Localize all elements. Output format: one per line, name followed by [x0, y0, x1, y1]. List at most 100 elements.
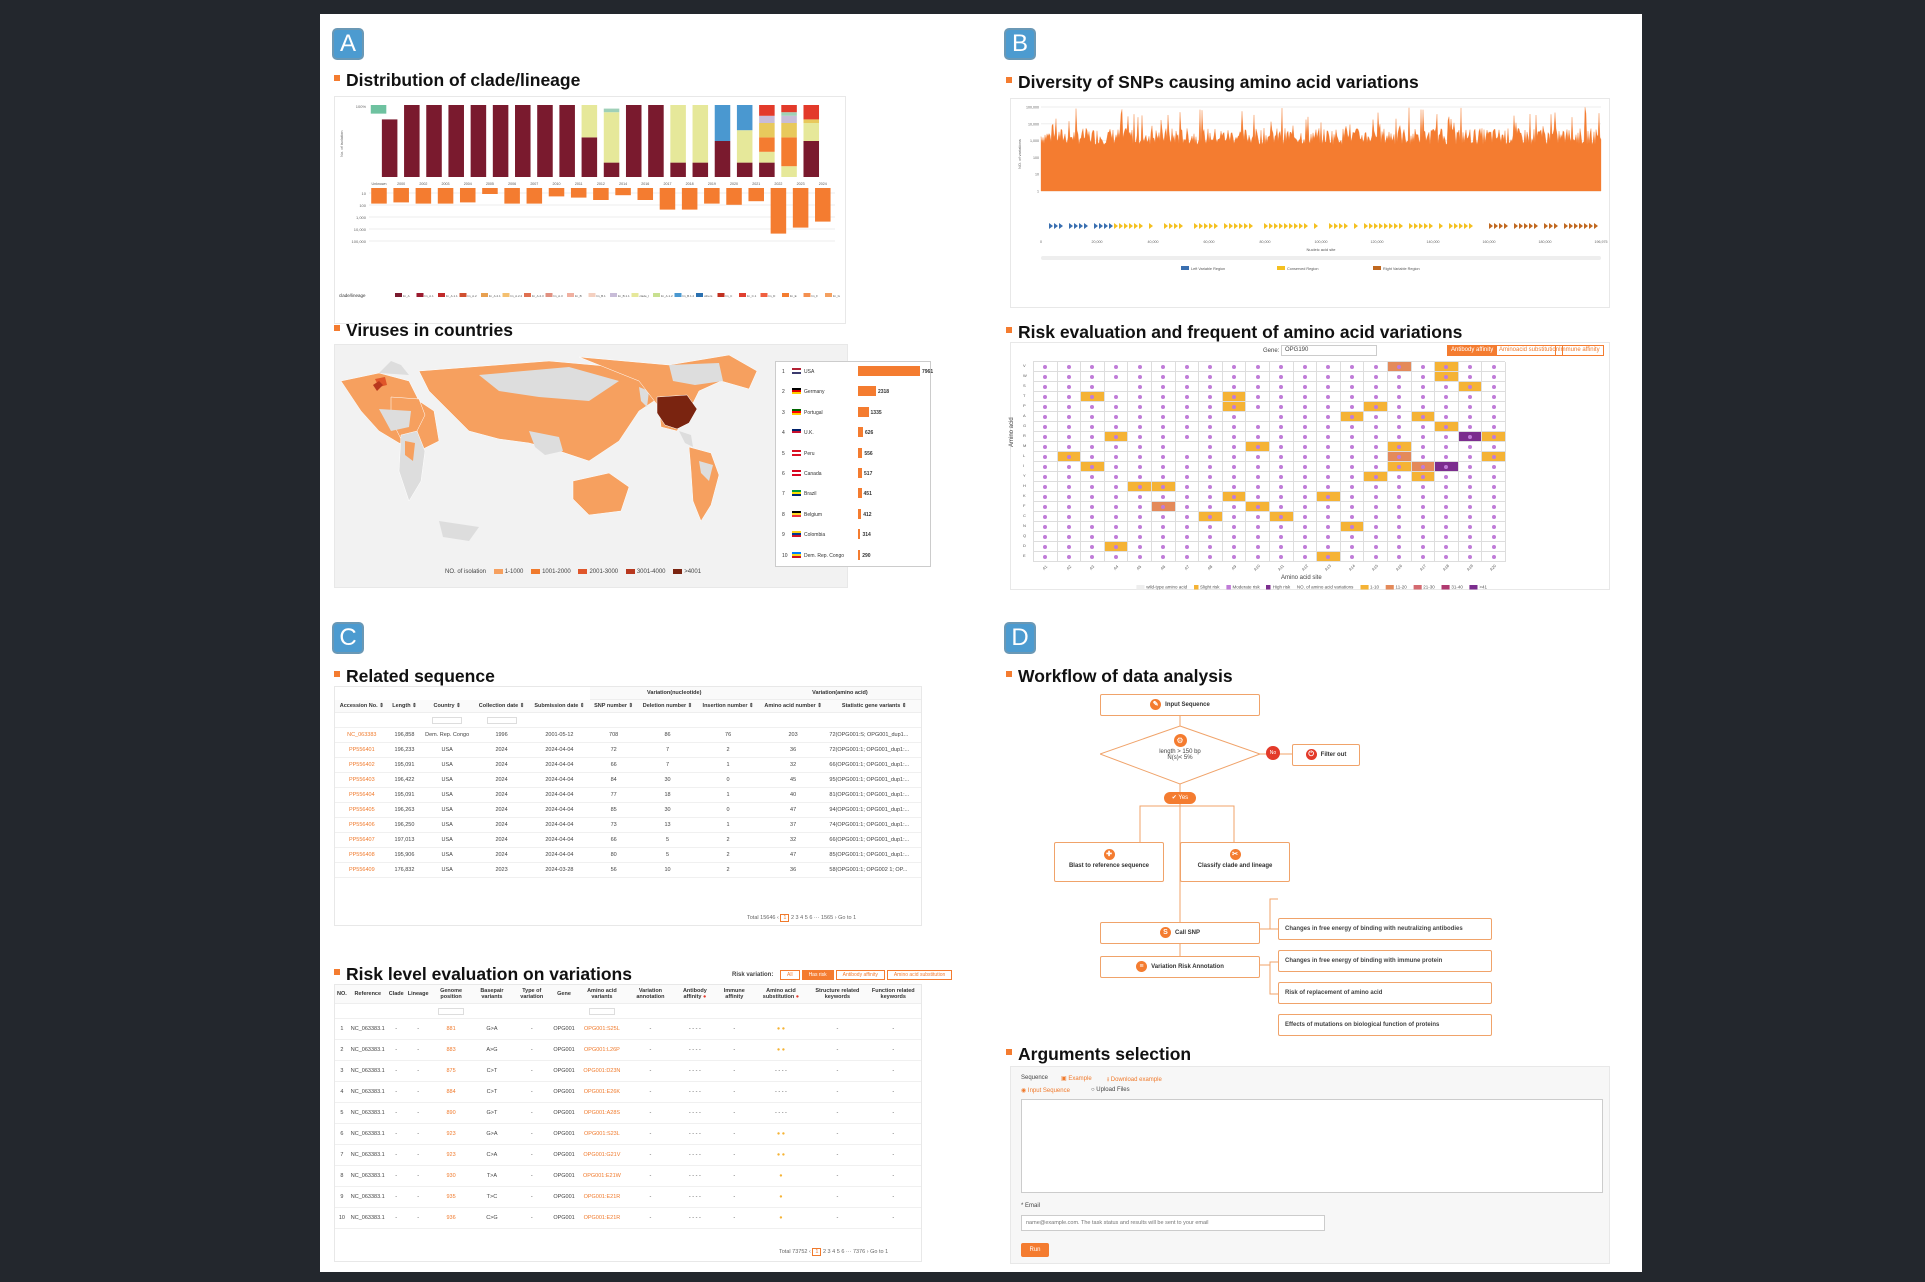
- heatmap-cell[interactable]: [1199, 412, 1223, 422]
- heatmap-cell[interactable]: [1364, 392, 1388, 402]
- heatmap-cell[interactable]: [1364, 372, 1388, 382]
- heatmap-cell[interactable]: [1482, 452, 1506, 462]
- heatmap-cell[interactable]: [1411, 492, 1436, 502]
- heatmap-cell[interactable]: [1340, 452, 1365, 462]
- heatmap-cell[interactable]: [1317, 432, 1341, 442]
- risk-filter-antibody-affinity[interactable]: Antibody affinity: [835, 970, 885, 980]
- heatmap-cell[interactable]: [1199, 442, 1223, 452]
- heatmap-cell[interactable]: [1199, 532, 1223, 542]
- heatmap-cell[interactable]: [1411, 482, 1436, 492]
- table-row[interactable]: 8 NC_063383.1- -930 T>A - OPG001 OPG001:E21W - -…: [335, 1165, 921, 1187]
- aa-variant-link[interactable]: OPG001:E21W: [576, 1165, 628, 1187]
- heatmap-cell[interactable]: [1317, 502, 1341, 512]
- heatmap-cell[interactable]: [1151, 392, 1176, 402]
- heatmap-cell[interactable]: [1411, 502, 1436, 512]
- heatmap-cell[interactable]: [1246, 472, 1270, 482]
- heatmap-cell[interactable]: [1482, 532, 1506, 542]
- heatmap-cell[interactable]: [1128, 522, 1152, 532]
- heatmap-cell[interactable]: [1435, 552, 1459, 562]
- heatmap-cell[interactable]: [1128, 502, 1152, 512]
- heatmap-cell[interactable]: [1340, 552, 1365, 562]
- heatmap-cell[interactable]: [1034, 492, 1058, 502]
- heatmap-cell[interactable]: [1293, 412, 1318, 422]
- heatmap-cell[interactable]: [1104, 442, 1129, 452]
- heatmap-cell[interactable]: [1104, 382, 1129, 392]
- heatmap-cell[interactable]: [1199, 452, 1223, 462]
- heatmap-cell[interactable]: [1057, 502, 1082, 512]
- table-row[interactable]: PP556401 196,233 USA 2024 2024-04-04 72 7 2 36 72…: [335, 742, 921, 758]
- heatmap-cell[interactable]: [1104, 422, 1129, 432]
- heatmap-cell[interactable]: [1175, 402, 1200, 412]
- heatmap-cell[interactable]: [1222, 422, 1247, 432]
- heatmap-cell[interactable]: [1364, 362, 1388, 372]
- sequence-textarea[interactable]: [1021, 1099, 1603, 1193]
- heatmap-cell[interactable]: [1411, 362, 1436, 372]
- heatmap-cell[interactable]: [1128, 492, 1152, 502]
- heatmap-cell[interactable]: [1246, 452, 1270, 462]
- heatmap-cell[interactable]: [1057, 422, 1082, 432]
- heatmap-cell[interactable]: [1128, 452, 1152, 462]
- heatmap-cell[interactable]: [1057, 542, 1082, 552]
- heatmap-cell[interactable]: [1246, 542, 1270, 552]
- heatmap-cell[interactable]: [1387, 532, 1412, 542]
- heatmap-cell[interactable]: [1104, 432, 1129, 442]
- heatmap-cell[interactable]: [1435, 382, 1459, 392]
- risk-filter-all[interactable]: All: [780, 970, 800, 980]
- related-filter-input[interactable]: [432, 716, 463, 724]
- heatmap-cell[interactable]: [1175, 522, 1200, 532]
- table-row[interactable]: 9 NC_063383.1- -935 T>C - OPG001 OPG001:E21R - -…: [335, 1186, 921, 1208]
- heatmap-cell[interactable]: [1222, 512, 1247, 522]
- heatmap-cell[interactable]: [1269, 362, 1294, 372]
- heatmap-cell[interactable]: [1034, 392, 1058, 402]
- heatmap-cell[interactable]: [1458, 532, 1483, 542]
- heatmap-cell[interactable]: [1458, 412, 1483, 422]
- heatmap-cell[interactable]: [1246, 442, 1270, 452]
- heatmap-cell[interactable]: [1199, 542, 1223, 552]
- pagination-prev[interactable]: ‹: [808, 1249, 813, 1255]
- heatmap-cell[interactable]: [1269, 552, 1294, 562]
- heatmap-cell[interactable]: [1435, 412, 1459, 422]
- heatmap-cell[interactable]: [1081, 512, 1105, 522]
- heatmap-cell[interactable]: [1057, 412, 1082, 422]
- tab-immune-affinity[interactable]: Immune affinity: [1555, 345, 1604, 356]
- heatmap-cell[interactable]: [1128, 402, 1152, 412]
- heatmap-cell[interactable]: [1293, 372, 1318, 382]
- heatmap-cell[interactable]: [1340, 482, 1365, 492]
- heatmap-cell[interactable]: [1435, 482, 1459, 492]
- heatmap-cell[interactable]: [1482, 372, 1506, 382]
- genome-position-link[interactable]: 923: [430, 1123, 472, 1145]
- heatmap-cell[interactable]: [1104, 492, 1129, 502]
- heatmap-cell[interactable]: [1340, 442, 1365, 452]
- heatmap-cell[interactable]: [1435, 402, 1459, 412]
- heatmap-cell[interactable]: [1104, 412, 1129, 422]
- heatmap-cell[interactable]: [1269, 402, 1294, 412]
- heatmap-cell[interactable]: [1246, 392, 1270, 402]
- heatmap-cell[interactable]: [1034, 502, 1058, 512]
- heatmap-cell[interactable]: [1269, 452, 1294, 462]
- heatmap-cell[interactable]: [1269, 412, 1294, 422]
- heatmap-cell[interactable]: [1340, 532, 1365, 542]
- heatmap-cell[interactable]: [1151, 412, 1176, 422]
- heatmap-cell[interactable]: [1458, 362, 1483, 372]
- heatmap-cell[interactable]: [1411, 382, 1436, 392]
- heatmap-cell[interactable]: [1435, 532, 1459, 542]
- heatmap-cell[interactable]: [1222, 542, 1247, 552]
- heatmap-cell[interactable]: [1081, 522, 1105, 532]
- heatmap-cell[interactable]: [1482, 542, 1506, 552]
- heatmap-cell[interactable]: [1317, 542, 1341, 552]
- heatmap-cell[interactable]: [1034, 362, 1058, 372]
- pagination-page[interactable]: ···: [813, 915, 820, 921]
- heatmap-cell[interactable]: [1411, 422, 1436, 432]
- heatmap-cell[interactable]: [1104, 472, 1129, 482]
- heatmap-cell[interactable]: [1128, 422, 1152, 432]
- heatmap-cell[interactable]: [1175, 492, 1200, 502]
- heatmap-cell[interactable]: [1317, 382, 1341, 392]
- heatmap-cell[interactable]: [1034, 412, 1058, 422]
- heatmap-cell[interactable]: [1364, 432, 1388, 442]
- heatmap-cell[interactable]: [1411, 442, 1436, 452]
- risklevel-filter-input[interactable]: [438, 1007, 465, 1015]
- heatmap-cell[interactable]: [1435, 392, 1459, 402]
- table-row[interactable]: 5 NC_063383.1- -890 G>T - OPG001 OPG001:A28S - -…: [335, 1102, 921, 1124]
- heatmap-cell[interactable]: [1222, 462, 1247, 472]
- heatmap-cell[interactable]: [1293, 482, 1318, 492]
